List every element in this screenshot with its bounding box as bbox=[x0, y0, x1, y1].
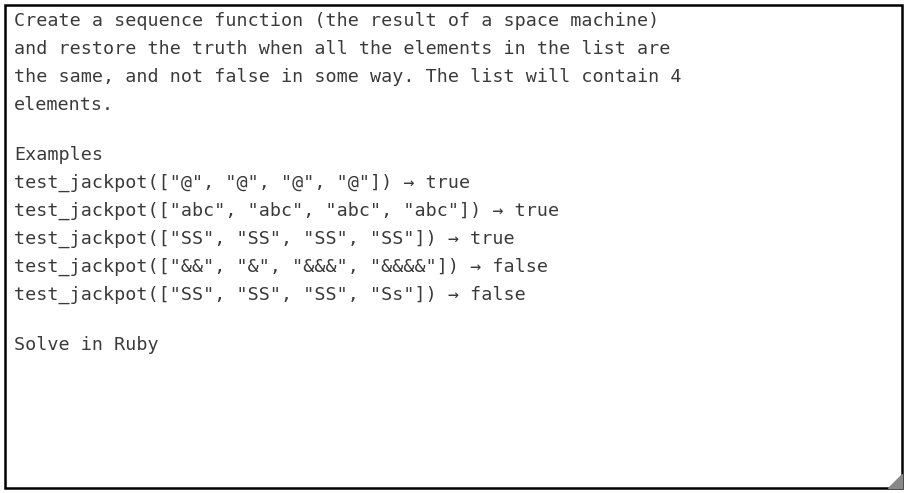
Text: test_jackpot(["SS", "SS", "SS", "SS"]) → true: test_jackpot(["SS", "SS", "SS", "SS"]) →… bbox=[14, 230, 514, 248]
Text: and restore the truth when all the elements in the list are: and restore the truth when all the eleme… bbox=[14, 40, 670, 58]
Text: test_jackpot(["SS", "SS", "SS", "Ss"]) → false: test_jackpot(["SS", "SS", "SS", "Ss"]) →… bbox=[14, 286, 526, 304]
Text: test_jackpot(["@", "@", "@", "@"]) → true: test_jackpot(["@", "@", "@", "@"]) → tru… bbox=[14, 174, 470, 192]
Text: Examples: Examples bbox=[14, 146, 103, 164]
Text: test_jackpot(["abc", "abc", "abc", "abc"]) → true: test_jackpot(["abc", "abc", "abc", "abc"… bbox=[14, 202, 559, 220]
Text: Solve in Ruby: Solve in Ruby bbox=[14, 336, 159, 354]
Text: test_jackpot(["&&", "&", "&&&", "&&&&"]) → false: test_jackpot(["&&", "&", "&&&", "&&&&"])… bbox=[14, 258, 548, 276]
Text: Create a sequence function (the result of a space machine): Create a sequence function (the result o… bbox=[14, 12, 659, 30]
Polygon shape bbox=[888, 474, 902, 488]
Text: elements.: elements. bbox=[14, 96, 114, 114]
Text: the same, and not false in some way. The list will contain 4: the same, and not false in some way. The… bbox=[14, 68, 681, 86]
